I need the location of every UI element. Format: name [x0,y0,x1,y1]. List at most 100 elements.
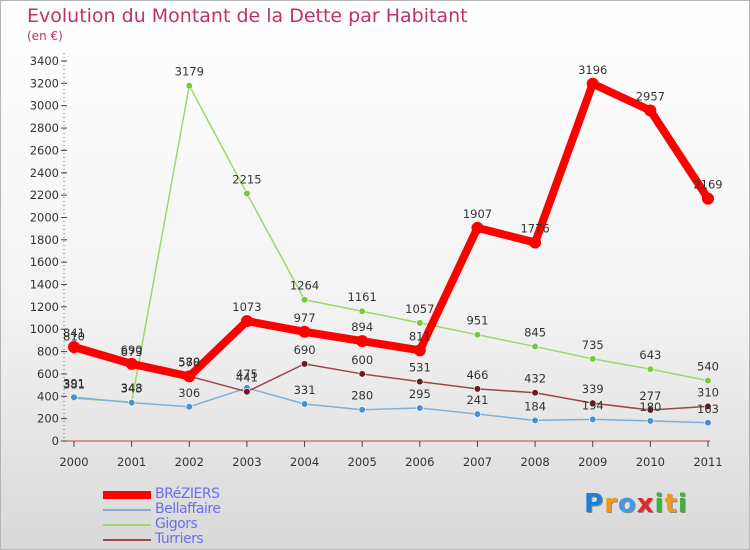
data-label-br-ziers: 2957 [636,90,665,104]
data-point-gigors [704,377,712,385]
legend-label: Gigors [155,516,198,532]
y-tick-label: 3400 [30,54,59,68]
data-label-turriers: 600 [351,353,373,367]
data-label-bellaffaire: 241 [466,393,488,407]
data-label-turriers: 277 [639,389,661,403]
data-label-bellaffaire: 343 [121,382,143,396]
legend-item-gigors: Gigors [103,517,220,532]
data-point-br-ziers [125,357,138,370]
legend-swatch [103,490,151,499]
data-label-bellaffaire: 163 [697,402,719,416]
data-point-gigors [185,82,193,90]
data-point-br-ziers [356,335,369,348]
x-tick-label: 2007 [463,455,492,469]
x-tick-label: 2005 [348,455,377,469]
chart-subtitle: (en €) [27,29,63,43]
y-tick-label: 3200 [30,76,59,90]
logo-letter: i [677,489,688,519]
data-label-gigors: 735 [582,338,604,352]
x-tick-label: 2003 [232,455,261,469]
data-label-turriers: 432 [524,372,546,386]
data-label-turriers: 441 [236,371,258,385]
logo-letter: r [604,489,618,519]
logo-letter: i [654,489,665,519]
y-tick-label: 1000 [30,322,59,336]
data-label-br-ziers: 1776 [520,222,549,236]
data-label-br-ziers: 3196 [578,63,607,77]
data-point-gigors [243,189,251,198]
data-label-gigors: 2215 [232,172,261,186]
data-point-gigors [300,296,309,304]
legend-label: Bellaffaire [155,501,221,517]
legend-swatch [103,523,151,526]
data-point-gigors [416,319,424,327]
legend-item-turriers: Turriers [103,532,220,547]
data-point-bellaffaire [531,416,539,425]
legend-label: Turriers [155,531,204,547]
data-label-bellaffaire: 184 [524,399,546,413]
x-tick-label: 2008 [520,455,549,469]
data-point-gigors [358,307,366,315]
data-label-gigors: 381 [63,377,85,391]
y-tick-label: 800 [37,345,59,359]
data-label-bellaffaire: 391 [63,376,85,390]
data-point-turriers [416,378,424,386]
chart-legend: BRéZIERS Bellaffaire Gigors Turriers [103,487,221,547]
data-point-br-ziers [413,344,426,357]
y-tick-label: 1600 [30,255,59,269]
data-label-bellaffaire: 475 [236,367,258,381]
legend-label: BRéZIERS [155,486,220,502]
data-label-bellaffaire: 180 [639,400,661,414]
data-label-bellaffaire: 295 [409,387,431,401]
data-label-br-ziers: 2169 [693,178,722,192]
data-point-br-ziers [471,221,484,234]
x-tick-label: 2000 [59,455,88,469]
x-tick-label: 2011 [693,455,722,469]
data-label-br-ziers: 578 [178,355,200,369]
data-point-br-ziers [240,315,253,328]
y-tick-label: 2200 [30,188,59,202]
data-point-bellaffaire [416,404,424,412]
legend-swatch [103,508,151,511]
y-tick-label: 3000 [30,99,59,113]
data-point-bellaffaire [704,419,712,427]
data-label-br-ziers: 690 [121,343,143,357]
data-point-br-ziers [529,236,542,249]
data-label-turriers: 690 [294,343,316,357]
logo-letter: P [584,489,605,519]
series-line-gigors [73,84,709,403]
legend-item-br-ziers: BRéZIERS [103,487,220,502]
data-label-turriers: 580 [178,355,200,369]
data-point-bellaffaire [185,403,193,411]
y-tick-label: 600 [37,367,59,381]
data-label-br-ziers: 841 [63,326,85,340]
data-label-gigors: 3179 [175,65,204,79]
x-tick-label: 2009 [578,455,607,469]
data-point-turriers [531,389,539,397]
series-line-turriers [73,349,709,411]
data-point-turriers [473,385,482,393]
logo-letter: o [617,489,637,519]
data-label-br-ziers: 1907 [463,207,492,221]
data-label-turriers: 531 [409,361,431,375]
data-label-br-ziers: 811 [409,329,431,343]
data-point-turriers [358,370,366,378]
data-label-br-ziers: 1073 [232,300,261,314]
data-label-gigors: 1264 [290,279,319,293]
data-point-gigors [531,342,539,351]
data-label-gigors: 951 [466,314,488,328]
logo-letter: x [636,489,655,519]
y-tick-label: 2000 [30,210,59,224]
y-tick-label: 200 [37,412,59,426]
legend-swatch [103,538,151,541]
data-label-turriers: 339 [582,382,604,396]
data-label-br-ziers: 894 [351,320,373,334]
data-label-bellaffaire: 331 [294,383,316,397]
logo-letter: t [664,489,678,519]
data-label-turriers: 466 [466,368,488,382]
data-label-turriers: 810 [63,329,85,343]
y-tick-label: 400 [37,389,59,403]
data-label-bellaffaire: 280 [351,389,373,403]
data-point-bellaffaire [300,400,309,408]
